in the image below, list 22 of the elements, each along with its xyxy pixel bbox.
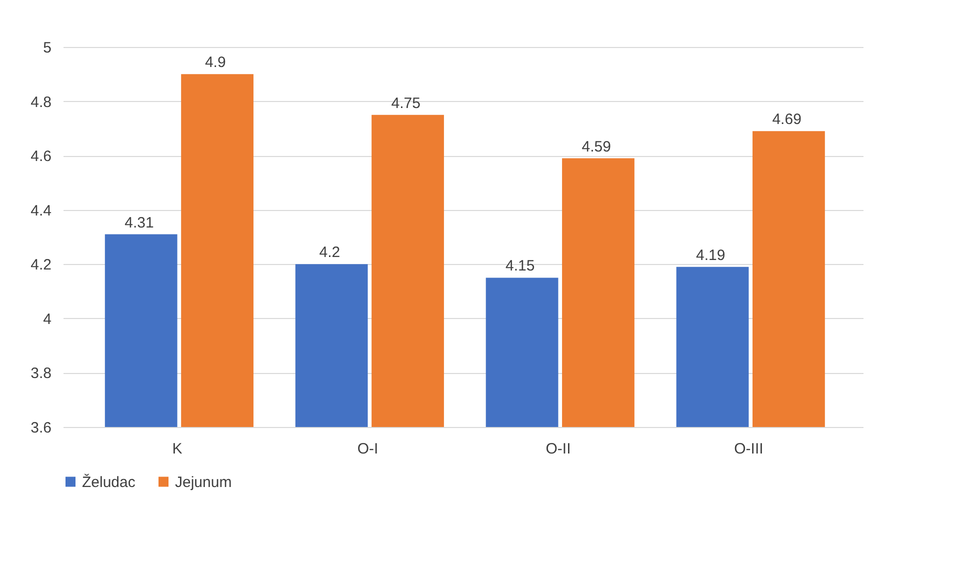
y-tick-label: 4.6 — [30, 148, 52, 166]
legend-label: Želudac — [82, 472, 136, 491]
data-label: 4.19 — [696, 246, 726, 264]
x-tick-label: O-II — [546, 440, 571, 458]
legend-label: Jejunum — [175, 474, 232, 491]
data-label: 4.75 — [391, 94, 420, 112]
y-tick-label: 4.4 — [30, 202, 52, 220]
y-tick-label: 3.6 — [30, 420, 52, 436]
x-tick-label: O-III — [734, 440, 764, 458]
data-label: 4.31 — [124, 214, 154, 232]
data-label: 4.9 — [204, 54, 226, 72]
y-tick-label: 4 — [43, 310, 52, 328]
data-label: 4.59 — [582, 138, 611, 156]
x-tick-label: K — [172, 440, 182, 458]
data-label: 4.15 — [506, 258, 535, 275]
x-tick-label: O-I — [357, 440, 378, 458]
y-tick-label: 3.8 — [30, 365, 52, 382]
y-tick-label: 4.2 — [30, 256, 52, 274]
data-label: 4.69 — [772, 111, 802, 128]
y-tick-label: 5 — [43, 40, 52, 56]
y-tick-label: 4.8 — [30, 94, 52, 111]
data-label: 4.2 — [319, 244, 340, 262]
